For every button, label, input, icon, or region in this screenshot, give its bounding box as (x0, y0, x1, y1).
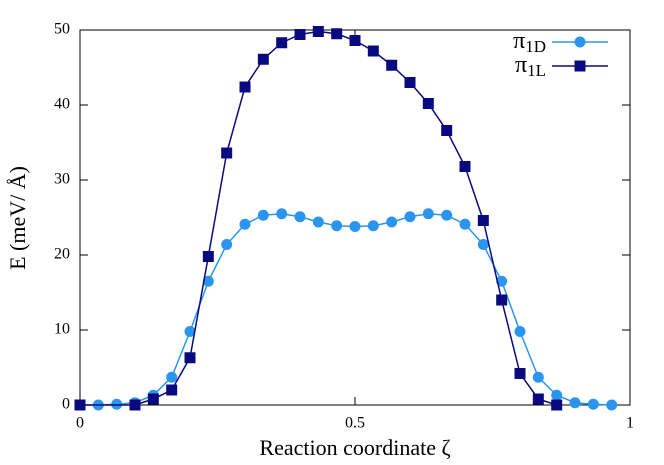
y-axis-title: E (meV/ Å) (5, 166, 30, 270)
data-point (386, 216, 398, 228)
data-point (294, 29, 306, 40)
data-point (129, 399, 141, 411)
data-point (367, 220, 379, 232)
legend-label: π1L (515, 52, 546, 80)
data-point (74, 399, 86, 411)
data-point (184, 352, 196, 364)
x-tick-label: 0.5 (345, 415, 365, 432)
data-point (477, 215, 489, 226)
data-point (587, 398, 599, 410)
data-point (202, 251, 214, 262)
y-tick-label: 30 (54, 171, 70, 188)
data-point (147, 393, 159, 405)
y-tick-label: 20 (54, 246, 70, 263)
data-point (422, 208, 434, 220)
data-point (459, 218, 471, 230)
data-point (496, 294, 508, 306)
legend-marker (574, 60, 586, 72)
data-point (569, 397, 581, 409)
data-point (367, 45, 379, 57)
data-point (184, 326, 196, 337)
data-point (349, 221, 361, 232)
series-line (80, 212, 612, 406)
data-point (276, 37, 288, 49)
data-point (532, 371, 544, 383)
data-point (459, 161, 471, 172)
legend-label: π1D (513, 28, 546, 56)
x-tick-label: 1 (626, 415, 634, 432)
data-point (349, 35, 361, 46)
x-axis-title: Reaction coordinate ζ (259, 435, 450, 460)
data-point (532, 393, 544, 405)
data-point (331, 220, 343, 232)
data-point (386, 59, 398, 71)
y-tick-label: 50 (54, 21, 70, 38)
data-point (202, 275, 214, 287)
data-point (239, 218, 251, 230)
data-point (166, 384, 178, 396)
data-point (404, 77, 416, 88)
data-point (496, 275, 508, 287)
data-point (404, 211, 416, 223)
x-tick-label: 0 (76, 415, 84, 432)
data-point (221, 239, 233, 250)
data-point (221, 147, 233, 159)
data-point (606, 399, 618, 411)
data-point (239, 81, 251, 93)
y-tick-label: 10 (54, 321, 70, 338)
data-point (477, 239, 489, 250)
data-point (294, 211, 306, 223)
data-point (441, 209, 453, 221)
data-point (166, 371, 178, 383)
legend-marker (574, 36, 586, 48)
data-point (331, 28, 343, 40)
data-point (514, 368, 526, 379)
data-point (514, 326, 526, 337)
data-point (312, 216, 324, 228)
data-point (276, 208, 288, 220)
data-point (312, 26, 324, 37)
data-point (257, 53, 269, 65)
data-point (551, 399, 563, 411)
data-point (441, 125, 453, 136)
data-point (551, 389, 563, 401)
data-point (257, 209, 269, 221)
plot-frame (79, 29, 631, 406)
y-tick-label: 40 (54, 96, 70, 113)
data-point (422, 98, 434, 109)
y-tick-label: 0 (62, 396, 70, 413)
